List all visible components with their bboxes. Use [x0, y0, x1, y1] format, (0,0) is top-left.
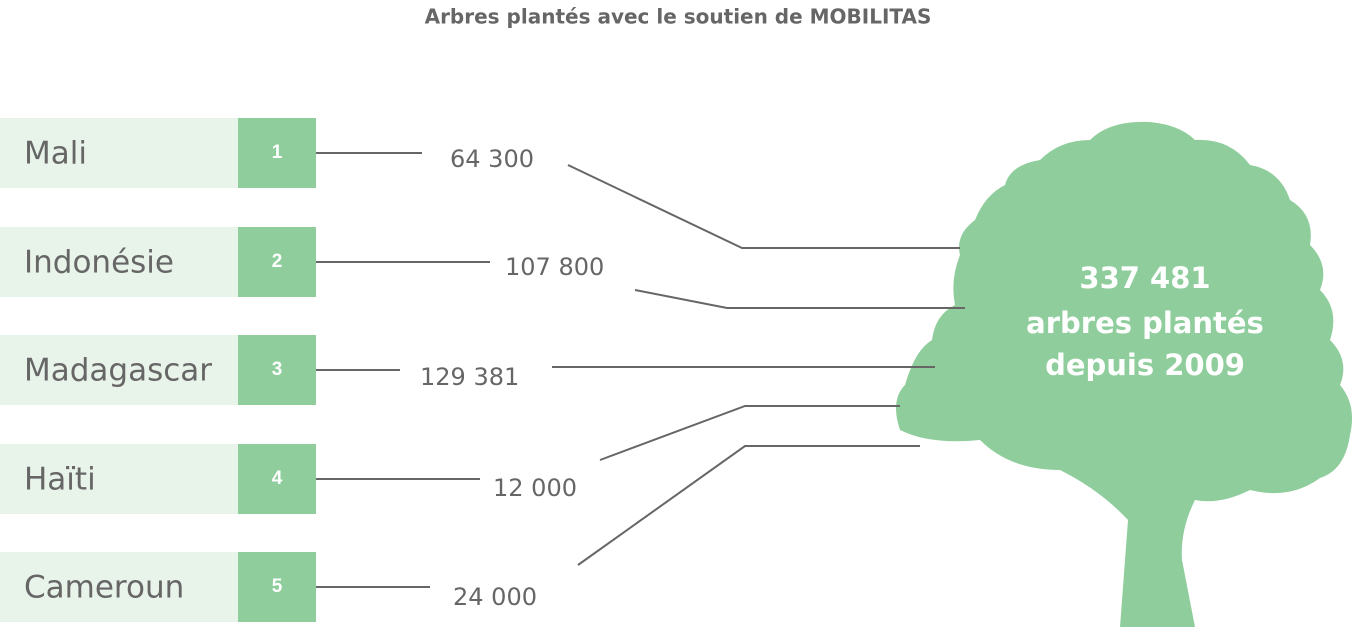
- rank-number: 5: [272, 576, 283, 597]
- country-label: Cameroun: [24, 570, 184, 606]
- tree-count: 129 381: [420, 363, 519, 391]
- rank-number: 3: [272, 359, 283, 380]
- connector: [578, 446, 920, 565]
- country-label: Haïti: [24, 462, 96, 498]
- infographic: Arbres plantés avec le soutien de MOBILI…: [0, 0, 1357, 627]
- rank-number: 4: [272, 468, 283, 489]
- tree-count: 64 300: [450, 145, 534, 173]
- title: Arbres plantés avec le soutien de MOBILI…: [425, 5, 932, 29]
- connector: [635, 290, 965, 308]
- tree-count: 24 000: [453, 583, 537, 611]
- tree-label: arbres plantés: [1026, 306, 1264, 340]
- country-label: Mali: [24, 136, 87, 172]
- tree-label: 337 481: [1079, 261, 1210, 295]
- tree-count: 107 800: [505, 253, 604, 281]
- connector: [600, 406, 900, 460]
- tree-count: 12 000: [493, 474, 577, 502]
- tree-label: depuis 2009: [1045, 348, 1245, 382]
- connector: [568, 165, 960, 248]
- rank-number: 2: [272, 251, 283, 272]
- rank-number: 1: [272, 142, 283, 163]
- country-label: Indonésie: [24, 245, 174, 281]
- country-label: Madagascar: [24, 353, 212, 389]
